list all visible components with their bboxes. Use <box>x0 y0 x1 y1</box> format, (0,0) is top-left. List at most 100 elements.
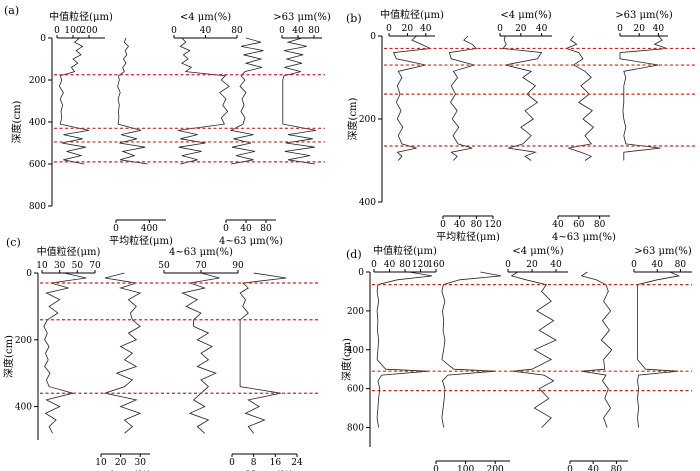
series-axis-title: 中值粒径(μm) <box>49 10 113 23</box>
x-tick-label: 0 <box>386 24 392 34</box>
series-line <box>393 35 432 161</box>
depth-tick-label: 0 <box>358 268 364 278</box>
x-tick-label: 40 <box>651 260 663 270</box>
series-line <box>565 35 595 161</box>
x-tick-label: 80 <box>594 220 606 230</box>
series-axis-title: 4~63 μm(%) <box>219 236 283 247</box>
x-tick-label: 200 <box>487 465 504 471</box>
series-axis-title: >63 μm(%) <box>273 12 331 23</box>
depth-tick-label: 800 <box>347 424 364 434</box>
series-line <box>441 271 502 428</box>
x-tick-label: 80 <box>611 465 623 471</box>
x-tick-label: 0 <box>617 24 623 34</box>
series-line <box>229 37 264 165</box>
x-tick-label: 0 <box>433 465 439 471</box>
series-axis-title: >63 μm(%) <box>615 10 673 21</box>
series-m: 0100200平均粒径(μm) <box>433 271 510 471</box>
x-tick-label: 40 <box>420 24 432 34</box>
x-tick-label: 40 <box>384 260 396 270</box>
x-tick-label: 16 <box>270 458 282 468</box>
depth-tick-label: 400 <box>15 403 32 413</box>
x-tick-label: 20 <box>526 260 538 270</box>
series-axis-title: 平均粒径(μm) <box>436 230 500 243</box>
x-tick-label: 0 <box>229 458 235 468</box>
series-lt4-m: 0 20 40 <4 μm(%) <box>497 10 552 161</box>
x-tick-label: 8 <box>251 458 257 468</box>
depth-axis-label: 深度(cm) <box>346 97 359 140</box>
depth-tick-label: 400 <box>29 118 46 128</box>
panel-label: (d) <box>346 248 362 261</box>
x-tick-label: 120 <box>484 220 501 230</box>
x-tick-label: 20 <box>402 24 414 34</box>
series-lt4-m: 0 40 80<4 μm(%) <box>171 12 243 165</box>
series-gt63-m: 0 40 80 >63 μm(%) <box>273 12 331 165</box>
panel-c: (c)0200400深度(cm)10305070中值粒径(μm)102030<4… <box>2 236 320 471</box>
series-line <box>448 35 478 161</box>
x-tick-label: 200 <box>80 26 97 36</box>
series-line <box>619 35 668 161</box>
series-line <box>376 271 433 428</box>
series-lt4-m: 0 20 40 <4 μm(%) <box>505 246 568 428</box>
series-line <box>637 271 681 428</box>
x-tick-label: 0 <box>497 24 503 34</box>
x-tick-label: 40 <box>240 224 252 234</box>
panel-label: (b) <box>346 12 362 25</box>
x-tick-label: 10 <box>95 458 107 468</box>
x-tick-label: 10 <box>36 261 48 271</box>
depth-tick-label: 0 <box>26 269 32 279</box>
series-axis-title: <4 μm(%) <box>512 246 563 257</box>
x-tick-label: 40 <box>536 24 548 34</box>
series-4to63-m: 0 40 80 4~63 μm(%) <box>219 37 283 247</box>
x-tick-label: 0 <box>223 224 229 234</box>
x-tick-label: 60 <box>573 220 585 230</box>
x-tick-label: 0 <box>113 224 119 234</box>
series-line <box>282 37 317 165</box>
x-tick-label: 0 <box>171 26 177 36</box>
series-line <box>117 37 148 165</box>
x-tick-label: 80 <box>675 260 687 270</box>
series-axis-title: 4~63 μm(%) <box>169 247 233 258</box>
series-line <box>177 37 230 165</box>
series-m: 0 20 40 中值粒径(μm) <box>380 8 444 161</box>
depth-tick-label: 600 <box>29 160 46 170</box>
series-m: 10 30 50 70 中值粒径(μm) <box>36 245 101 434</box>
series-axis-title: >63 μm(%) <box>634 246 692 257</box>
x-tick-label: 20 <box>515 24 527 34</box>
series-axis-title: <4 μm(%) <box>500 10 551 21</box>
x-tick-label: 80 <box>308 26 320 36</box>
x-tick-label: 120 <box>412 260 429 270</box>
x-tick-label: 80 <box>471 220 483 230</box>
x-tick-label: 40 <box>292 26 304 36</box>
depth-tick-label: 200 <box>347 307 364 317</box>
series-line <box>580 271 613 428</box>
panel-label: (a) <box>4 4 19 17</box>
depth-axis-label: 深度(cm) <box>2 335 15 378</box>
series-line <box>181 272 220 434</box>
depth-axis-label: 深度(cm) <box>340 338 353 381</box>
series-line <box>510 271 557 428</box>
x-tick-label: 0 <box>505 260 511 270</box>
series-gt63-m: 0 20 40 >63 μm(%) <box>615 10 673 161</box>
series-line <box>103 272 142 434</box>
series-axis-title: 4~63 μm(%) <box>552 232 616 243</box>
depth-tick-label: 600 <box>347 385 364 395</box>
x-tick-label: 30 <box>54 261 66 271</box>
x-tick-label: 80 <box>231 26 243 36</box>
depth-tick-label: 800 <box>29 202 46 212</box>
depth-tick-label: 0 <box>370 32 376 42</box>
depth-tick-label: 200 <box>15 336 32 346</box>
x-tick-label: 100 <box>64 26 81 36</box>
x-tick-label: 70 <box>195 261 207 271</box>
x-tick-label: 0 <box>371 260 377 270</box>
x-tick-label: 40 <box>587 465 599 471</box>
depth-tick-label: 0 <box>40 34 46 44</box>
series-axis-title: 平均粒径(μm) <box>109 234 173 247</box>
x-tick-label: 40 <box>552 220 564 230</box>
